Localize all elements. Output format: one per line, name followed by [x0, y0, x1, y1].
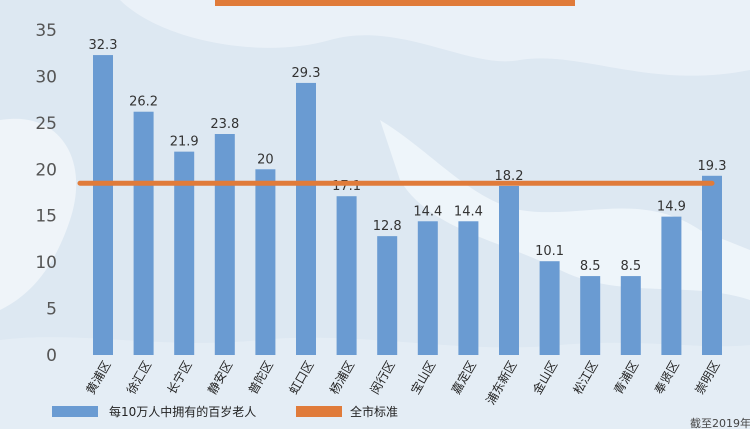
bar [458, 221, 479, 355]
data-label: 10.1 [535, 244, 564, 259]
bar [296, 82, 316, 355]
bar [417, 221, 438, 355]
legend-swatch-bars [52, 406, 98, 417]
data-label: 21.9 [170, 135, 199, 150]
data-label: 23.8 [210, 117, 239, 132]
data-label: 14.4 [454, 204, 483, 219]
bar [93, 55, 113, 355]
bar [661, 216, 682, 355]
y-tick-label: 30 [35, 67, 57, 87]
bar [539, 261, 560, 355]
bar [702, 175, 722, 355]
title-strip [215, 0, 575, 6]
legend-swatch-line [296, 406, 342, 417]
y-tick-label: 25 [35, 114, 57, 134]
data-label: 32.3 [89, 38, 118, 53]
bar [580, 276, 601, 355]
y-tick-label: 5 [46, 300, 57, 320]
data-label: 14.4 [413, 204, 442, 219]
data-label: 20 [257, 152, 274, 167]
y-tick-label: 0 [46, 346, 57, 366]
data-label: 19.3 [698, 159, 727, 174]
bar [255, 169, 276, 355]
bar [377, 236, 398, 355]
data-label: 18.2 [495, 169, 524, 184]
bar [499, 186, 519, 355]
data-label: 12.8 [373, 219, 402, 234]
data-label: 14.9 [657, 200, 686, 215]
y-tick-label: 15 [35, 207, 57, 227]
footnote: 截至2019年 [690, 416, 750, 429]
bar [133, 111, 154, 355]
data-label: 8.5 [620, 259, 641, 274]
y-axis: 0 5 10 15 20 25 30 35 [35, 21, 57, 366]
bar [214, 134, 235, 355]
legend-label-line: 全市标准 [350, 404, 398, 419]
y-tick-label: 35 [35, 21, 57, 41]
y-tick-label: 10 [35, 253, 57, 273]
data-label: 26.2 [129, 95, 158, 110]
bar [174, 151, 195, 355]
y-tick-label: 20 [35, 160, 57, 180]
bars [93, 55, 722, 355]
data-label: 29.3 [292, 66, 321, 81]
bar [336, 196, 357, 355]
data-label: 8.5 [580, 259, 601, 274]
legend-label-bars: 每10万人中拥有的百岁老人 [109, 404, 256, 419]
legend: 每10万人中拥有的百岁老人 全市标准 [52, 404, 398, 419]
bar [620, 276, 641, 355]
